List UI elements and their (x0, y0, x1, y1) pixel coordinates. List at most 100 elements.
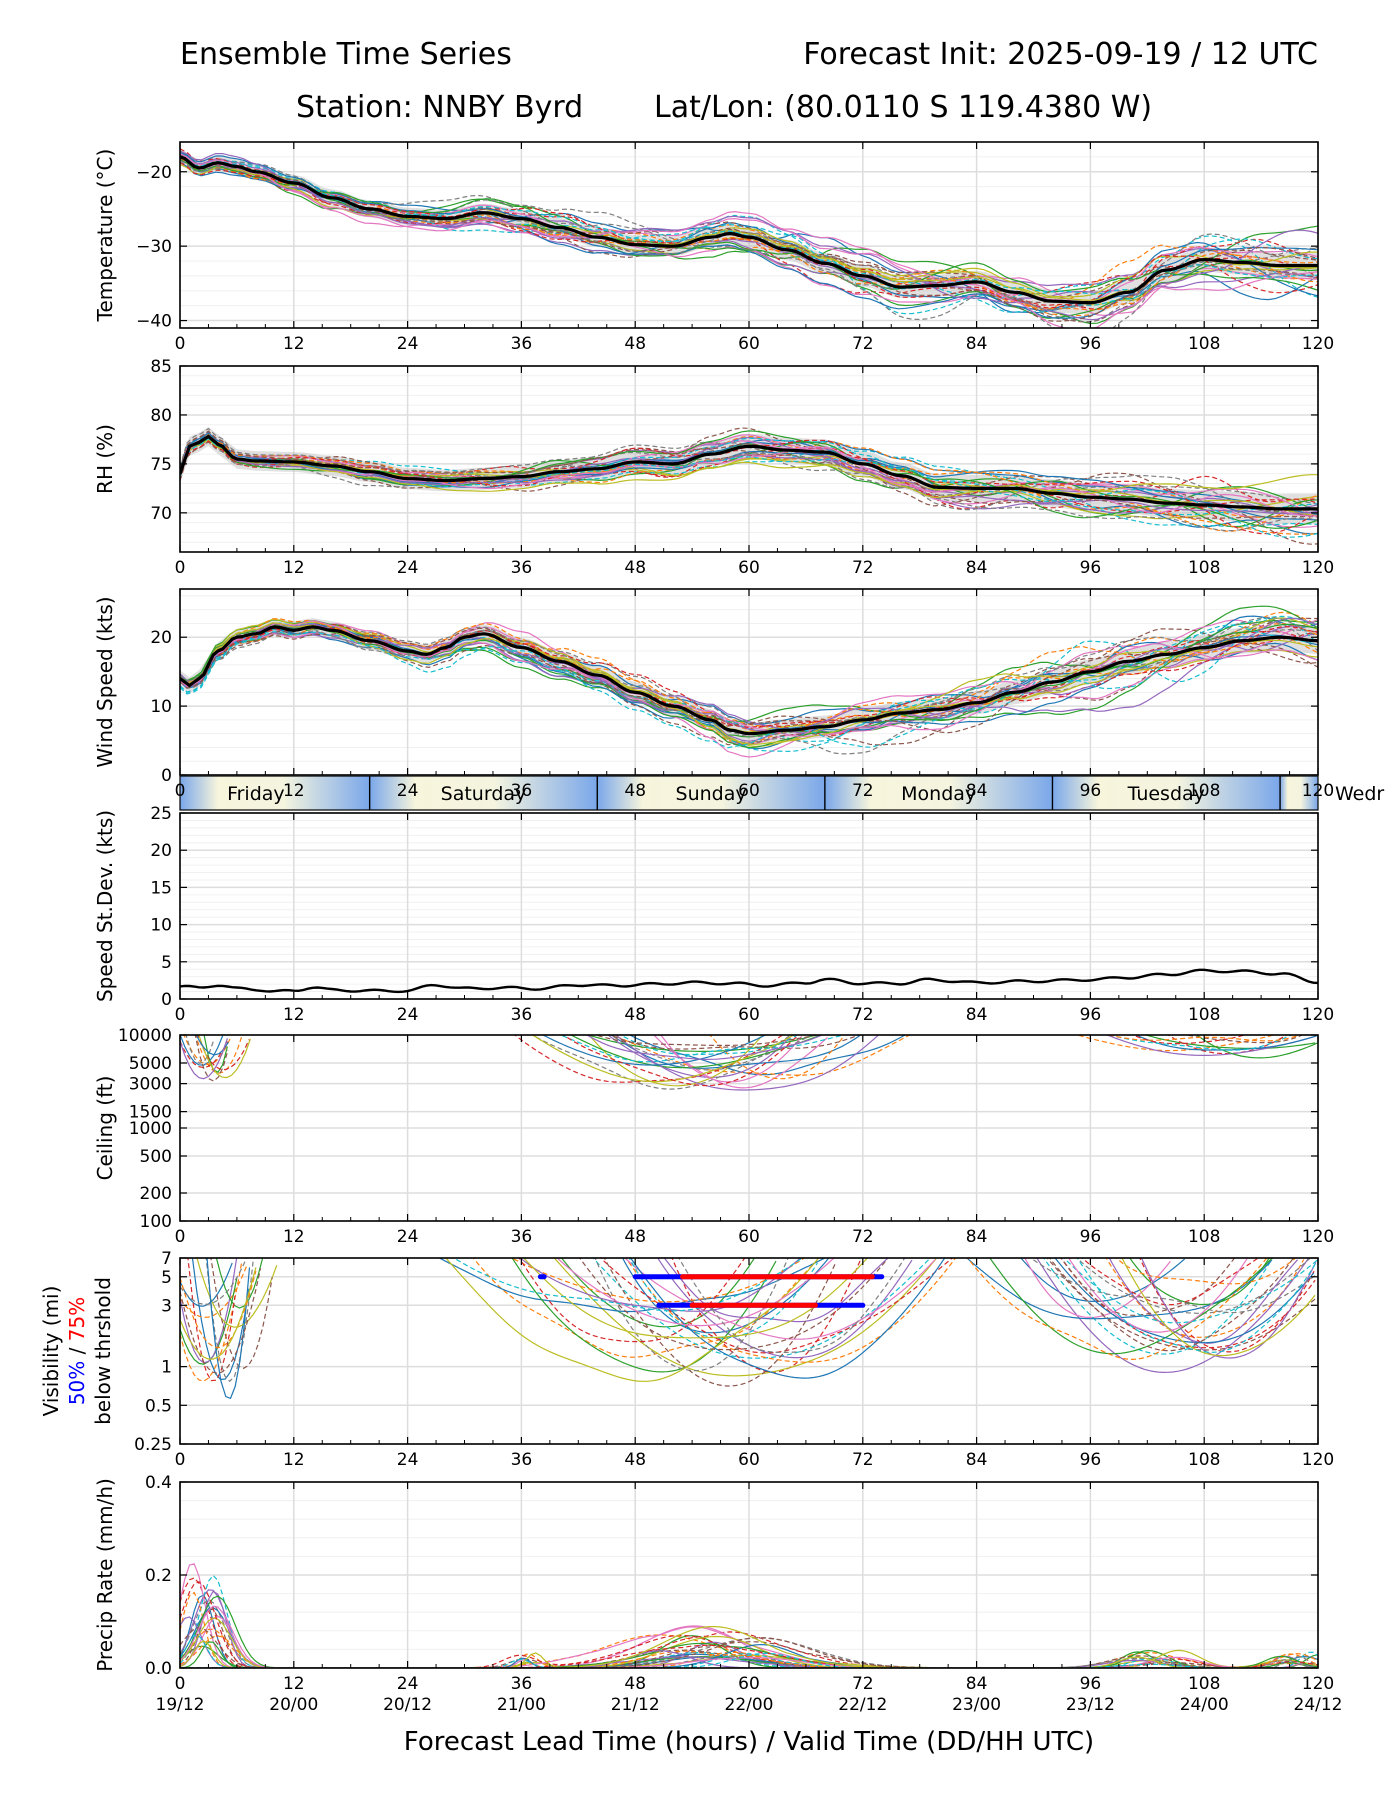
ceiling-y-tick-label: 500 (140, 1147, 172, 1167)
visibility-member-12-segment-3 (1115, 1258, 1297, 1285)
temperature-x-tick-label: 12 (283, 334, 305, 354)
visibility-member-26-segment-1 (180, 1268, 262, 1374)
visibility-x-tick-label: 0 (175, 1450, 186, 1470)
ceiling-x-tick-label: 0 (175, 1227, 186, 1247)
ceiling-x-tick-label: 24 (397, 1227, 419, 1247)
valid-time-label: 19/12 (156, 1695, 205, 1715)
legend-separator: / (65, 1341, 89, 1360)
temperature-y-tick-label: −40 (136, 312, 172, 332)
ceiling-x-tick-label: 60 (738, 1227, 760, 1247)
visibility-member-5-segment-2 (657, 1258, 913, 1359)
visibility-y-tick-label: 1 (161, 1358, 172, 1378)
wind-x-tick-label: 60 (738, 781, 760, 801)
visibility-member-5-segment-3 (1036, 1258, 1310, 1374)
visibility-member-13-segment-1 (215, 1258, 264, 1309)
wind-member-28-line (180, 616, 1318, 738)
day-strip-segment (1052, 776, 1281, 810)
temperature-member-19-line (180, 163, 1318, 298)
wind-member-16-line (180, 624, 1318, 746)
visibility-member-9-segment-2 (553, 1258, 937, 1377)
ceiling-member-12-segment-2 (709, 1035, 846, 1080)
ceiling-member-1-segment-1 (180, 1035, 224, 1066)
precip-x-tick-label: 12 (283, 1674, 305, 1694)
visibility-panel: 0 12 24 36 48 60 72 84 96 108 120 75 3 1 0.5 0.25 Visibi… (39, 1249, 1334, 1470)
rh-x-tick-label: 108 (1188, 558, 1220, 578)
speed_stdev-y-tick-label: 20 (150, 841, 172, 861)
rh-member-22-line (180, 433, 1318, 535)
ceiling-member-20-segment-3 (1106, 1035, 1293, 1051)
visibility-x-tick-label: 72 (852, 1450, 874, 1470)
day-label-sunday: Sunday (676, 783, 747, 805)
precip-member-23-line (180, 1595, 1318, 1668)
temperature-member-7-line (180, 154, 1318, 317)
ceiling-x-tick-label: 36 (511, 1227, 533, 1247)
temperature-x-tick-label: 60 (738, 334, 760, 354)
rh-member-28-line (180, 427, 1318, 532)
visibility-member-2-segment-2 (472, 1258, 818, 1358)
precip-x-tick-label: 84 (966, 1674, 988, 1694)
visibility-member-16-segment-1 (210, 1258, 273, 1369)
speed_stdev-x-tick-label: 60 (738, 1005, 760, 1025)
visibility-member-29-segment-1 (180, 1267, 257, 1360)
ceiling-x-tick-label: 84 (966, 1227, 988, 1247)
speed_stdev-y-tick-label: 15 (150, 878, 172, 898)
ceiling-y-tick-label: 1500 (129, 1103, 172, 1123)
ceiling-member-3-segment-3 (1144, 1035, 1316, 1050)
visibility-member-25-segment-3 (1140, 1258, 1317, 1359)
wind-x-tick-label: 24 (397, 781, 419, 801)
ceiling-y-tick-label: 200 (140, 1184, 172, 1204)
visibility-y-tick-label: 7 (161, 1249, 172, 1269)
visibility-member-12-segment-1 (180, 1262, 243, 1382)
wind-y-tick-label: 20 (150, 628, 172, 648)
temperature-x-tick-label: 0 (175, 334, 186, 354)
ceiling-member-11-segment-2 (610, 1035, 861, 1069)
ceiling-member-25-segment-2 (585, 1035, 824, 1061)
temperature-x-tick-label: 72 (852, 334, 874, 354)
day-strip: Friday Saturday Sunday Monday Tuesday Wedr (179, 775, 1384, 811)
precip-member-20-line (180, 1651, 1318, 1668)
temperature-x-tick-label: 84 (966, 334, 988, 354)
speed_stdev-x-tick-label: 0 (175, 1005, 186, 1025)
rh-x-tick-label: 60 (738, 558, 760, 578)
ceiling-member-8-segment-2 (531, 1035, 791, 1090)
ceiling-member-19-segment-1 (198, 1035, 251, 1079)
visibility-member-18-segment-1 (205, 1258, 254, 1383)
title-latlon: Lat/Lon: (80.0110 S 119.4380 W) (654, 90, 1152, 125)
wind-member-18-line (180, 621, 1318, 755)
wind-member-23-line (180, 623, 1318, 749)
precip-member-11-line (180, 1606, 1318, 1668)
rh-member-25-line (180, 436, 1318, 515)
valid-time-label: 22/12 (838, 1695, 887, 1715)
temperature-member-25-line (180, 150, 1318, 321)
day-strip-segment (369, 776, 598, 810)
speed_stdev-x-tick-label: 36 (511, 1005, 533, 1025)
visibility-member-7-segment-3 (1024, 1258, 1171, 1319)
ceiling-member-22-segment-3 (1106, 1035, 1302, 1042)
valid-time-label: 22/00 (725, 1695, 774, 1715)
speed_stdev-x-tick-label: 72 (852, 1005, 874, 1025)
speed_stdev-y-tick-label: 25 (150, 804, 172, 824)
temperature-x-tick-label: 96 (1080, 334, 1102, 354)
valid-time-label: 24/00 (1180, 1695, 1229, 1715)
day-strip-segment (180, 776, 370, 810)
ceiling-member-19-segment-2 (531, 1035, 795, 1083)
speed_stdev-y-tick-label: 10 (150, 916, 172, 936)
visibility-y-axis-label: Visibility (mi) (39, 1286, 63, 1417)
wind-x-tick-label: 72 (852, 781, 874, 801)
visibility-threshold-legend-sub: below thrshold (91, 1277, 115, 1425)
valid-time-label: 20/12 (383, 1695, 432, 1715)
ceiling-member-21-segment-2 (541, 1035, 767, 1066)
visibility-member-14-segment-2 (599, 1258, 954, 1354)
speed_stdev-y-tick-label: 5 (161, 953, 172, 973)
visibility-member-20-segment-3 (1063, 1258, 1318, 1324)
visibility-member-30-segment-3 (1076, 1258, 1318, 1353)
visibility-member-17-segment-2 (624, 1258, 936, 1340)
visibility-member-22-segment-3 (966, 1258, 1268, 1361)
visibility-x-tick-label: 24 (397, 1450, 419, 1470)
wind-x-tick-label: 0 (175, 781, 186, 801)
speed_stdev-x-tick-label: 96 (1080, 1005, 1102, 1025)
day-label-wedr: Wedr (1335, 783, 1384, 805)
precip-y-axis-label: Precip Rate (mm/h) (93, 1478, 117, 1672)
visibility-member-12-segment-2 (625, 1258, 957, 1363)
